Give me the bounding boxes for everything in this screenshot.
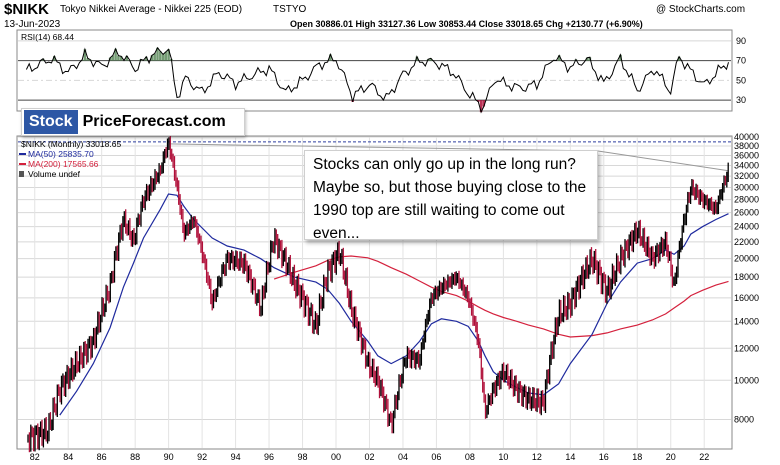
rsi-tick-label: 90 xyxy=(736,36,746,46)
index-name: Tokyo Nikkei Average - Nikkei 225 (EOD) xyxy=(60,4,242,15)
time-tick-label: 96 xyxy=(264,452,274,462)
ma200-line xyxy=(273,255,729,338)
rsi-label: RSI(14) 68.44 xyxy=(21,32,74,42)
annotation-pointer-2023 xyxy=(597,150,728,172)
time-tick-label: 14 xyxy=(565,452,575,462)
time-tick-label: 02 xyxy=(364,452,374,462)
time-tick-label: 06 xyxy=(431,452,441,462)
legend-ma200-swatch xyxy=(19,163,26,165)
price-tick-label: 38000 xyxy=(734,141,759,151)
exchange-code: TSTYO xyxy=(273,4,307,15)
time-tick-label: 20 xyxy=(666,452,676,462)
price-tick-label: 30000 xyxy=(734,182,759,192)
legend-volume-swatch xyxy=(19,171,24,177)
time-tick-label: 16 xyxy=(599,452,609,462)
ticker-symbol: $NIKK xyxy=(4,1,49,18)
time-tick-label: 18 xyxy=(632,452,642,462)
legend-ma50-swatch xyxy=(19,153,26,155)
time-tick-label: 98 xyxy=(298,452,308,462)
price-tick-label: 34000 xyxy=(734,161,759,171)
time-tick-label: 84 xyxy=(63,452,73,462)
legend-main: $NIKK (Monthly) 33018.65 xyxy=(21,139,121,149)
watermark: @ StockCharts.com xyxy=(656,4,745,15)
price-tick-label: 20000 xyxy=(734,254,759,264)
ma50-line xyxy=(59,193,729,416)
price-tick-label: 32000 xyxy=(734,171,759,181)
rsi-tick-label: 50 xyxy=(736,75,746,85)
time-tick-label: 88 xyxy=(130,452,140,462)
legend-ma200: MA(200) 17565.66 xyxy=(28,159,99,169)
price-tick-label: 28000 xyxy=(734,195,759,205)
chart-legend: $NIKK (Monthly) 33018.65 MA(50) 25835.70… xyxy=(19,139,121,179)
time-tick-label: 86 xyxy=(97,452,107,462)
chart-date: 13-Jun-2023 xyxy=(4,19,61,30)
time-tick-label: 22 xyxy=(699,452,709,462)
ohlc-readout: Open 30886.01 High 33127.36 Low 30853.44… xyxy=(290,19,643,29)
price-tick-label: 16000 xyxy=(734,293,759,303)
price-tick-label: 14000 xyxy=(734,316,759,326)
annotation-pointer-1990 xyxy=(168,143,599,152)
time-tick-label: 82 xyxy=(30,452,40,462)
rsi-panel: 90 70 50 30 RSI(14) 68.44 xyxy=(16,29,746,114)
time-tick-label: 94 xyxy=(231,452,241,462)
time-tick-label: 00 xyxy=(331,452,341,462)
time-tick-label: 12 xyxy=(532,452,542,462)
brand-logo: Stock PriceForecast.com xyxy=(21,108,245,136)
price-tick-label: 8000 xyxy=(734,414,754,424)
time-tick-label: 92 xyxy=(197,452,207,462)
brand-site-label: PriceForecast.com xyxy=(82,113,226,130)
time-tick-label: 08 xyxy=(465,452,475,462)
time-tick-label: 10 xyxy=(498,452,508,462)
price-tick-label: 10000 xyxy=(734,375,759,385)
brand-stock-label: Stock xyxy=(24,110,78,134)
price-tick-label: 12000 xyxy=(734,343,759,353)
legend-volume: Volume undef xyxy=(28,169,81,179)
legend-ma50: MA(50) 25835.70 xyxy=(28,149,94,159)
rsi-tick-label: 30 xyxy=(736,95,746,105)
price-tick-label: 26000 xyxy=(734,208,759,218)
annotation-box: Stocks can only go up in the long run? M… xyxy=(304,150,598,242)
rsi-line xyxy=(25,46,729,114)
price-tick-label: 40000 xyxy=(734,132,759,142)
rsi-tick-label: 70 xyxy=(736,56,746,66)
time-tick-label: 90 xyxy=(164,452,174,462)
time-tick-label: 04 xyxy=(398,452,408,462)
price-tick-label: 18000 xyxy=(734,272,759,282)
price-tick-label: 22000 xyxy=(734,237,759,247)
price-tick-label: 36000 xyxy=(734,150,759,160)
price-tick-label: 24000 xyxy=(734,222,759,232)
